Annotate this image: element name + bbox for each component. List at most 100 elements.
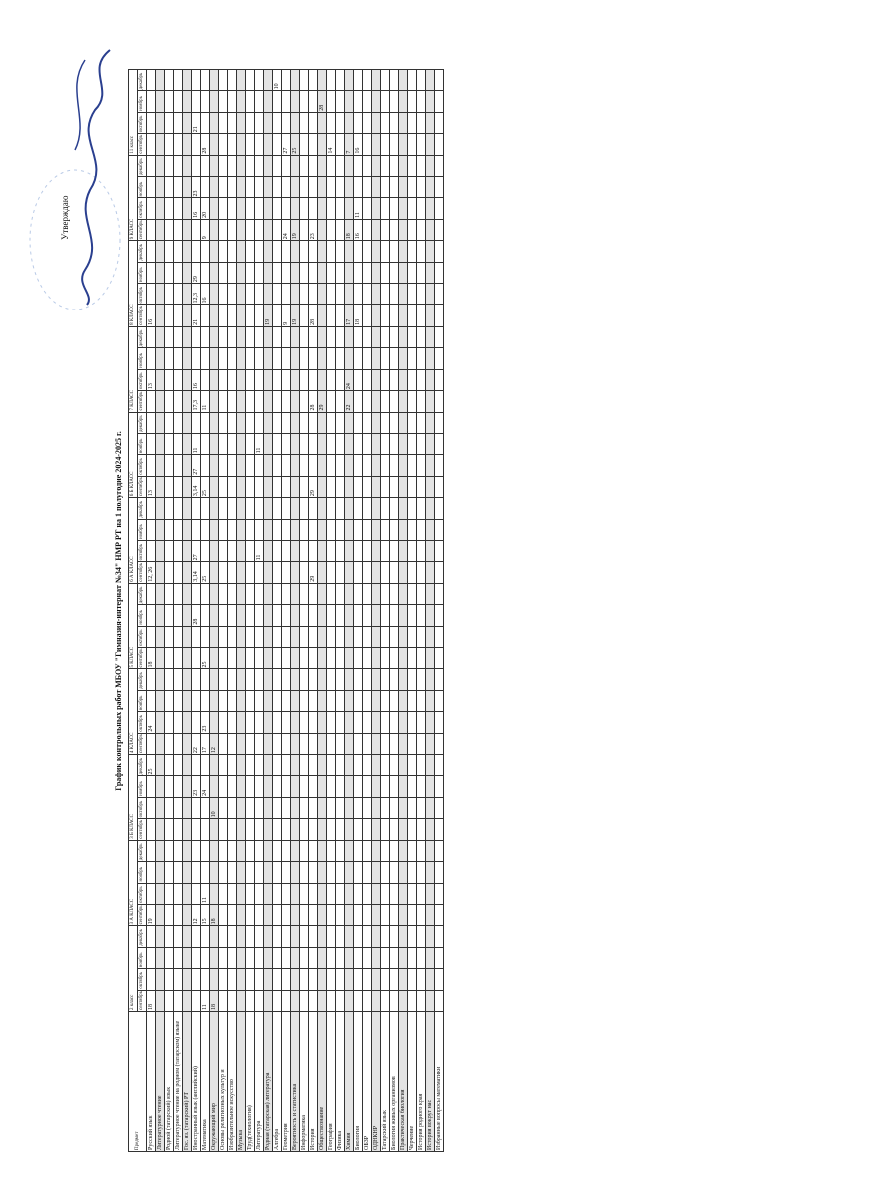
empty-cell bbox=[434, 347, 444, 370]
empty-cell bbox=[326, 711, 336, 734]
empty-cell bbox=[317, 497, 327, 520]
empty-cell bbox=[146, 540, 156, 562]
empty-cell bbox=[281, 112, 291, 134]
empty-cell bbox=[200, 433, 210, 455]
empty-cell bbox=[155, 647, 165, 669]
empty-cell bbox=[389, 776, 399, 798]
class-header: 9 КЛАСС bbox=[128, 155, 138, 241]
empty-cell bbox=[281, 861, 291, 884]
empty-cell bbox=[299, 925, 309, 948]
empty-cell bbox=[434, 454, 444, 477]
empty-cell bbox=[272, 454, 282, 477]
empty-cell bbox=[317, 861, 327, 884]
class-header-row: Предмет 2 класс 3 А КЛАСС 3 Б КЛАСС 4 КЛАСС 5… bbox=[128, 69, 147, 1152]
empty-cell bbox=[164, 412, 174, 434]
empty-cell bbox=[398, 197, 408, 220]
empty-cell bbox=[272, 561, 282, 584]
date-cell: 28 bbox=[317, 90, 327, 113]
empty-cell bbox=[191, 69, 201, 91]
empty-cell bbox=[407, 412, 417, 434]
empty-cell bbox=[272, 519, 282, 541]
month-header: сентябрь bbox=[137, 390, 147, 413]
date-cell: 9 bbox=[281, 304, 291, 327]
empty-cell bbox=[146, 155, 156, 177]
empty-cell bbox=[371, 283, 381, 305]
empty-cell bbox=[308, 925, 318, 948]
empty-cell bbox=[173, 69, 183, 91]
empty-cell bbox=[362, 433, 372, 455]
empty-cell bbox=[371, 797, 381, 819]
empty-cell bbox=[398, 818, 408, 841]
empty-cell bbox=[416, 797, 426, 819]
empty-cell bbox=[371, 497, 381, 520]
empty-cell bbox=[380, 711, 390, 734]
empty-cell bbox=[407, 304, 417, 327]
empty-cell bbox=[353, 454, 363, 477]
empty-cell bbox=[353, 326, 363, 348]
month-header: декабрь bbox=[137, 668, 147, 691]
empty-cell bbox=[164, 711, 174, 734]
empty-cell bbox=[146, 326, 156, 348]
empty-cell bbox=[371, 197, 381, 220]
empty-cell bbox=[182, 647, 192, 669]
empty-cell bbox=[200, 925, 210, 948]
empty-cell bbox=[353, 668, 363, 691]
empty-cell bbox=[308, 947, 318, 969]
empty-cell bbox=[146, 861, 156, 884]
empty-cell bbox=[254, 283, 264, 305]
empty-cell bbox=[173, 326, 183, 348]
empty-cell bbox=[317, 818, 327, 841]
empty-cell bbox=[326, 690, 336, 712]
empty-cell bbox=[227, 711, 237, 734]
empty-cell bbox=[380, 647, 390, 669]
empty-cell bbox=[254, 112, 264, 134]
empty-cell bbox=[344, 968, 354, 991]
empty-cell bbox=[281, 433, 291, 455]
empty-cell bbox=[173, 240, 183, 263]
month-header: декабрь bbox=[137, 583, 147, 605]
empty-cell bbox=[182, 497, 192, 520]
empty-cell bbox=[371, 90, 381, 113]
empty-cell bbox=[407, 347, 417, 370]
empty-cell bbox=[218, 347, 228, 370]
empty-cell bbox=[353, 604, 363, 627]
empty-cell bbox=[335, 219, 345, 241]
empty-cell bbox=[236, 733, 246, 755]
empty-cell bbox=[245, 433, 255, 455]
month-header: декабрь bbox=[137, 69, 147, 91]
subject-name: История вокруг нас bbox=[425, 1011, 435, 1152]
empty-cell bbox=[272, 883, 282, 905]
empty-cell bbox=[209, 690, 219, 712]
empty-cell bbox=[200, 690, 210, 712]
empty-cell bbox=[389, 968, 399, 991]
empty-cell bbox=[425, 990, 435, 1012]
empty-cell bbox=[290, 412, 300, 434]
empty-cell bbox=[353, 519, 363, 541]
empty-cell bbox=[155, 390, 165, 413]
empty-cell bbox=[236, 304, 246, 327]
empty-cell bbox=[344, 262, 354, 284]
empty-cell bbox=[362, 647, 372, 669]
empty-cell bbox=[335, 947, 345, 969]
empty-cell bbox=[434, 883, 444, 905]
empty-cell bbox=[254, 968, 264, 991]
month-header: сентябрь bbox=[137, 561, 147, 584]
empty-cell bbox=[425, 583, 435, 605]
empty-cell bbox=[191, 883, 201, 905]
empty-cell bbox=[398, 497, 408, 520]
empty-cell bbox=[209, 304, 219, 327]
empty-cell bbox=[227, 668, 237, 691]
empty-cell bbox=[263, 347, 273, 370]
empty-cell bbox=[416, 968, 426, 991]
month-header-row: сентябрь октябрь ноябрь декабрь сентябрь октя… bbox=[137, 69, 147, 1151]
empty-cell bbox=[209, 176, 219, 198]
empty-cell bbox=[236, 647, 246, 669]
empty-cell bbox=[335, 69, 345, 91]
subject-row: Обществознание 29 28 bbox=[317, 69, 327, 1152]
empty-cell bbox=[254, 412, 264, 434]
empty-cell bbox=[209, 90, 219, 113]
empty-cell bbox=[245, 240, 255, 263]
empty-cell bbox=[380, 583, 390, 605]
empty-cell bbox=[317, 476, 327, 498]
empty-cell bbox=[173, 133, 183, 156]
